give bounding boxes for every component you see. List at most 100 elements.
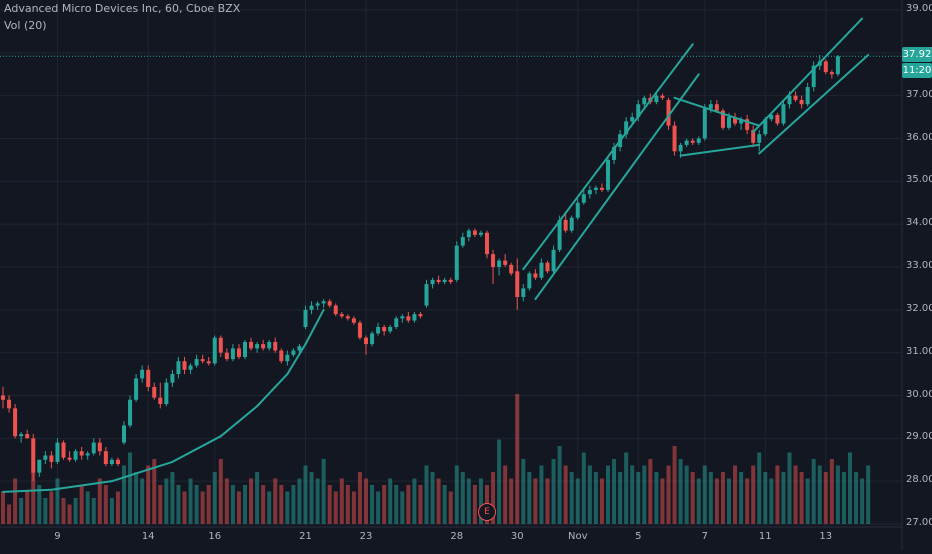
volume-bar xyxy=(376,491,381,524)
price-tick-label: 36.00 xyxy=(906,131,932,143)
volume-bar xyxy=(539,465,544,524)
volume-bar xyxy=(799,472,804,524)
candle-body xyxy=(823,61,828,73)
earnings-event-marker[interactable]: E xyxy=(478,503,496,521)
trendline[interactable] xyxy=(219,405,259,438)
volume-bar xyxy=(854,472,859,524)
volume-bar xyxy=(545,478,550,524)
volume-bar xyxy=(109,498,114,524)
candle-body xyxy=(273,341,278,351)
volume-bar xyxy=(412,478,417,524)
trendline[interactable] xyxy=(304,308,325,346)
volume-bar xyxy=(509,478,514,524)
candle-body xyxy=(424,284,429,306)
price-tick-label: 27.00 xyxy=(906,517,932,528)
candle-body xyxy=(690,140,695,143)
volume-bar xyxy=(763,472,768,524)
volume-bar xyxy=(152,459,157,524)
volume-bar xyxy=(224,478,229,524)
symbol-title: Advanced Micro Devices Inc, 60, Cboe BZX xyxy=(4,2,241,15)
volume-bar xyxy=(841,472,846,524)
candle-body xyxy=(91,442,96,454)
candle-body xyxy=(13,408,18,437)
candle-body xyxy=(158,397,163,405)
countdown-tag: 11:20 xyxy=(902,63,932,78)
candle-body xyxy=(666,99,671,126)
candle-body xyxy=(527,273,532,289)
trendline[interactable] xyxy=(2,488,53,493)
trendline[interactable] xyxy=(522,43,694,271)
candle-body xyxy=(1,395,5,400)
candle-body xyxy=(497,260,502,267)
candle-body xyxy=(382,326,387,332)
candle-body xyxy=(357,322,362,338)
volume-bar xyxy=(660,478,665,524)
candle-body xyxy=(297,346,302,351)
candle-body xyxy=(575,202,580,218)
volume-bar xyxy=(739,472,744,524)
volume-bar xyxy=(454,465,459,524)
volume-bar xyxy=(176,485,181,524)
trendline[interactable] xyxy=(752,17,864,134)
time-tick-label: 16 xyxy=(208,531,222,542)
candle-body xyxy=(103,451,108,465)
volume-bar xyxy=(267,491,272,524)
trendline[interactable] xyxy=(110,460,174,483)
candle-body xyxy=(327,301,332,306)
volume-bar xyxy=(515,394,520,524)
volume-bar xyxy=(787,452,792,524)
candle-body xyxy=(757,134,762,143)
candle-body xyxy=(364,337,368,345)
price-tick-label: 29.00 xyxy=(906,431,932,443)
volume-bar xyxy=(630,465,635,524)
volume-bar xyxy=(351,491,356,524)
candle-body xyxy=(714,104,719,111)
volume-bar xyxy=(430,472,435,524)
candle-body xyxy=(188,365,193,370)
price-tick-label: 32.00 xyxy=(906,302,932,314)
candle-body xyxy=(43,455,48,460)
candle-body xyxy=(170,374,175,383)
candle-body xyxy=(660,95,665,98)
volume-bar xyxy=(170,472,175,524)
volume-bar xyxy=(357,472,362,524)
trendline[interactable] xyxy=(534,73,700,301)
trendline[interactable] xyxy=(286,343,307,376)
volume-bar xyxy=(345,485,350,524)
candle-body xyxy=(430,279,435,285)
candle-body xyxy=(345,316,350,319)
trendline[interactable] xyxy=(673,96,761,127)
volume-bar xyxy=(491,472,496,524)
volume-bar xyxy=(279,485,284,524)
volume-bar xyxy=(140,478,145,524)
candle-body xyxy=(491,254,496,267)
volume-bar xyxy=(587,465,592,524)
volume-bar xyxy=(769,478,774,524)
volume-bar xyxy=(472,485,477,524)
time-tick-label: 14 xyxy=(141,531,155,542)
candle-body xyxy=(587,189,592,195)
trendline[interactable] xyxy=(679,143,761,157)
trendline[interactable] xyxy=(256,373,289,408)
volume-bar xyxy=(442,485,447,524)
volume-bar xyxy=(103,485,108,524)
volume-bar xyxy=(285,491,290,524)
candle-body xyxy=(733,117,738,124)
candle-body xyxy=(376,326,381,334)
price-tick-label: 28.00 xyxy=(906,474,932,486)
trendline[interactable] xyxy=(758,53,870,155)
volume-bar xyxy=(503,465,508,524)
volume-bar xyxy=(115,491,120,524)
trendline[interactable] xyxy=(50,480,113,491)
volume-bar xyxy=(811,459,816,524)
candle-body xyxy=(460,237,465,246)
volume-bar xyxy=(37,485,42,524)
trendline[interactable] xyxy=(171,435,222,463)
volume-bar xyxy=(261,485,266,524)
candle-body xyxy=(25,434,30,439)
volume-bar xyxy=(206,485,211,524)
volume-bar xyxy=(243,485,247,524)
volume-bar xyxy=(720,472,725,524)
